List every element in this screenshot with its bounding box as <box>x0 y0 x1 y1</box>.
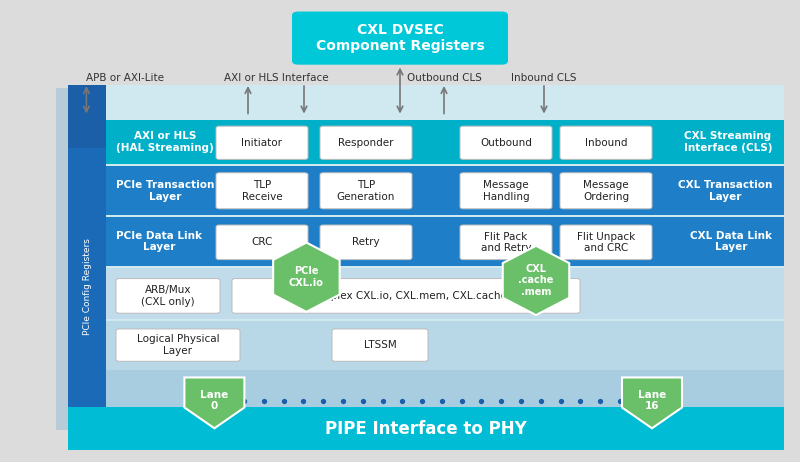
Polygon shape <box>184 377 245 428</box>
Text: Inbound CLS: Inbound CLS <box>511 73 577 83</box>
Text: ARB/Mux
(CXL only): ARB/Mux (CXL only) <box>141 285 195 307</box>
Text: Multiplex CXL.io, CXL.mem, CXL.cache: Multiplex CXL.io, CXL.mem, CXL.cache <box>305 291 507 301</box>
FancyBboxPatch shape <box>116 279 220 313</box>
FancyBboxPatch shape <box>560 173 652 209</box>
Text: Message
Ordering: Message Ordering <box>583 180 629 201</box>
Text: PCIe Transaction
Layer: PCIe Transaction Layer <box>116 180 214 201</box>
Bar <box>56 88 784 430</box>
Bar <box>106 166 784 215</box>
Text: Responder: Responder <box>338 138 394 148</box>
Text: Inbound: Inbound <box>585 138 627 148</box>
Text: Logical Physical
Layer: Logical Physical Layer <box>137 334 219 356</box>
Bar <box>106 120 784 164</box>
FancyBboxPatch shape <box>116 329 240 361</box>
Text: Initiator: Initiator <box>242 138 282 148</box>
Text: Lane
16: Lane 16 <box>638 390 666 411</box>
FancyBboxPatch shape <box>216 173 308 209</box>
Text: PCIe Config Registers: PCIe Config Registers <box>82 238 92 335</box>
Text: PCIe Data Link
Layer: PCIe Data Link Layer <box>116 231 202 252</box>
Text: Lane
0: Lane 0 <box>200 390 229 411</box>
Bar <box>68 148 106 425</box>
Text: TLP
Receive: TLP Receive <box>242 180 282 201</box>
Polygon shape <box>502 246 570 315</box>
Text: TLP
Generation: TLP Generation <box>337 180 395 201</box>
FancyBboxPatch shape <box>216 225 308 260</box>
Bar <box>106 321 784 370</box>
Text: Retry: Retry <box>352 237 380 247</box>
Text: AXI or HLS Interface: AXI or HLS Interface <box>224 73 328 83</box>
Text: AXI or HLS
(HAL Streaming): AXI or HLS (HAL Streaming) <box>116 132 214 153</box>
Bar <box>106 370 784 425</box>
Bar <box>68 407 784 450</box>
Text: Outbound CLS: Outbound CLS <box>406 73 482 83</box>
FancyBboxPatch shape <box>232 279 580 313</box>
FancyBboxPatch shape <box>332 329 428 361</box>
FancyBboxPatch shape <box>320 173 412 209</box>
FancyBboxPatch shape <box>292 12 508 65</box>
Bar <box>106 217 784 266</box>
Polygon shape <box>622 377 682 428</box>
FancyBboxPatch shape <box>460 225 552 260</box>
Text: CXL DVSEC
Component Registers: CXL DVSEC Component Registers <box>316 23 484 53</box>
Text: CXL Streaming
Interface (CLS): CXL Streaming Interface (CLS) <box>683 132 772 153</box>
Bar <box>68 85 784 425</box>
FancyBboxPatch shape <box>560 225 652 260</box>
Text: PIPE Interface to PHY: PIPE Interface to PHY <box>325 419 527 438</box>
Bar <box>106 85 784 425</box>
FancyBboxPatch shape <box>460 173 552 209</box>
Text: PCIe
CXL.io: PCIe CXL.io <box>289 267 324 288</box>
Bar <box>106 268 784 319</box>
Text: Message
Handling: Message Handling <box>482 180 530 201</box>
Text: APB or AXI-Lite: APB or AXI-Lite <box>86 73 165 83</box>
Text: Outbound: Outbound <box>480 138 532 148</box>
FancyBboxPatch shape <box>560 126 652 159</box>
Text: LTSSM: LTSSM <box>364 340 396 350</box>
Text: Flit Pack
and Retry: Flit Pack and Retry <box>481 231 531 253</box>
FancyBboxPatch shape <box>320 126 412 159</box>
FancyBboxPatch shape <box>216 126 308 159</box>
Polygon shape <box>273 243 340 312</box>
Text: CXL
.cache
.mem: CXL .cache .mem <box>518 264 554 297</box>
Text: Flit Unpack
and CRC: Flit Unpack and CRC <box>577 231 635 253</box>
Text: CXL Data Link
Layer: CXL Data Link Layer <box>690 231 772 252</box>
Text: CRC: CRC <box>251 237 273 247</box>
FancyBboxPatch shape <box>320 225 412 260</box>
FancyBboxPatch shape <box>460 126 552 159</box>
Text: CXL Transaction
Layer: CXL Transaction Layer <box>678 180 772 201</box>
